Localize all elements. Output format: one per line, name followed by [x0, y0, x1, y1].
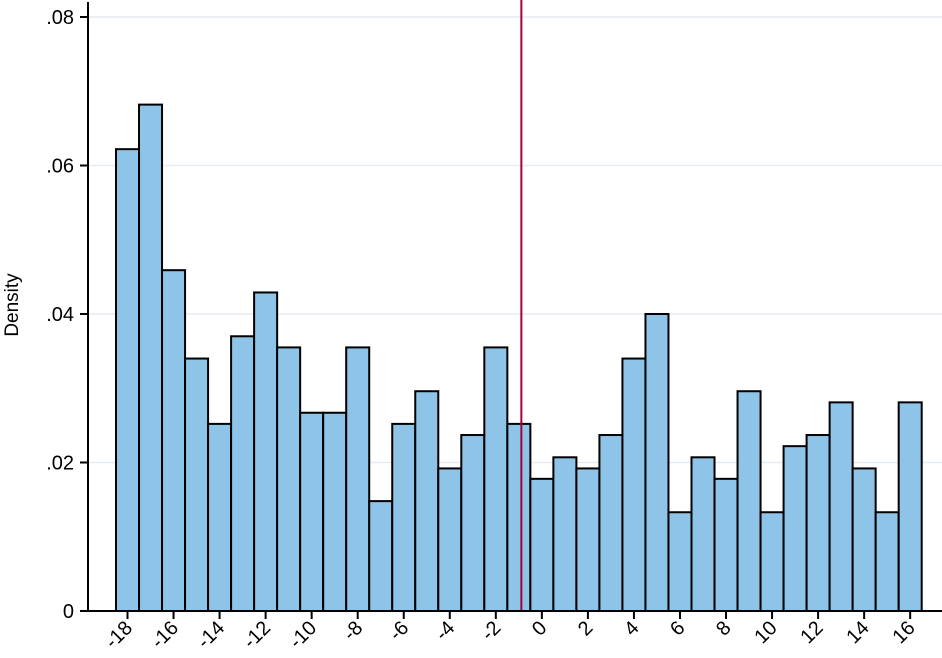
x-tick-label: -6	[385, 617, 413, 645]
axes	[87, 2, 942, 612]
histogram-bar	[897, 401, 923, 613]
x-tick-label: 4	[620, 617, 643, 640]
histogram-bar	[506, 422, 532, 613]
x-tick-label: 8	[712, 617, 735, 640]
y-axis-label: Density	[2, 273, 23, 337]
x-tick-label: -8	[339, 617, 367, 645]
histogram-bar	[552, 456, 578, 612]
histogram-bar	[690, 456, 716, 612]
histogram-bar	[414, 390, 440, 612]
histogram-bar	[828, 401, 854, 613]
x-tick-label: -10	[285, 617, 321, 653]
histogram-bar	[460, 434, 486, 612]
histogram-bar	[322, 411, 348, 612]
x-tick-label: -16	[147, 617, 183, 653]
histogram-bar	[437, 467, 463, 612]
histogram-bar	[598, 434, 624, 612]
x-tick-label: -4	[431, 617, 459, 645]
histogram-bar	[368, 500, 394, 612]
grid-lines	[88, 16, 942, 464]
histogram-bar	[391, 422, 417, 613]
histogram-bar	[138, 103, 164, 613]
histogram-bar	[115, 148, 141, 612]
histogram-bar	[483, 346, 509, 612]
x-tick-label: -18	[101, 617, 137, 653]
x-ticks: -18 -16 -14 -12 -10 -8 -6 -4 -2 0 2 4 6 8 10 12 14 16	[101, 611, 920, 653]
x-tick-label: -12	[239, 617, 275, 653]
bars	[115, 103, 923, 613]
x-tick-label: 10	[750, 617, 781, 648]
histogram-bar	[230, 335, 256, 612]
x-tick-label: 12	[796, 617, 827, 648]
y-ticks: 0 .02 .04 .06 .08	[46, 7, 88, 623]
histogram-bar	[529, 477, 555, 612]
histogram-bar	[161, 269, 187, 612]
histogram-bar	[805, 434, 831, 612]
histogram-bar	[575, 467, 601, 612]
y-tick-label: .04	[46, 304, 74, 326]
histogram-bar	[184, 357, 210, 612]
histogram-bar	[644, 313, 670, 612]
x-tick-label: -14	[193, 617, 229, 653]
x-tick-label: -2	[477, 617, 505, 645]
y-tick-label: .08	[46, 7, 74, 29]
histogram-bar	[207, 422, 233, 613]
y-tick-label: 0	[63, 601, 74, 623]
histogram-bar	[736, 390, 762, 612]
histogram-bar	[345, 346, 371, 612]
histogram-bar	[782, 445, 808, 613]
histogram-bar	[759, 511, 785, 612]
x-tick-label: 0	[528, 617, 551, 640]
x-tick-label: 2	[574, 617, 597, 640]
histogram-bar	[299, 411, 325, 612]
histogram-bar	[621, 357, 647, 612]
histogram-bar	[253, 291, 279, 612]
histogram-bar	[667, 511, 693, 612]
x-tick-label: 6	[666, 617, 689, 640]
histogram-bar	[713, 477, 739, 612]
x-tick-label: 14	[842, 617, 873, 648]
x-tick-label: 16	[888, 617, 919, 648]
y-tick-label: .02	[46, 453, 74, 475]
histogram-bar	[874, 511, 900, 612]
histogram-bar	[276, 346, 302, 612]
y-tick-label: .06	[46, 156, 74, 178]
histogram-bar	[851, 467, 877, 612]
